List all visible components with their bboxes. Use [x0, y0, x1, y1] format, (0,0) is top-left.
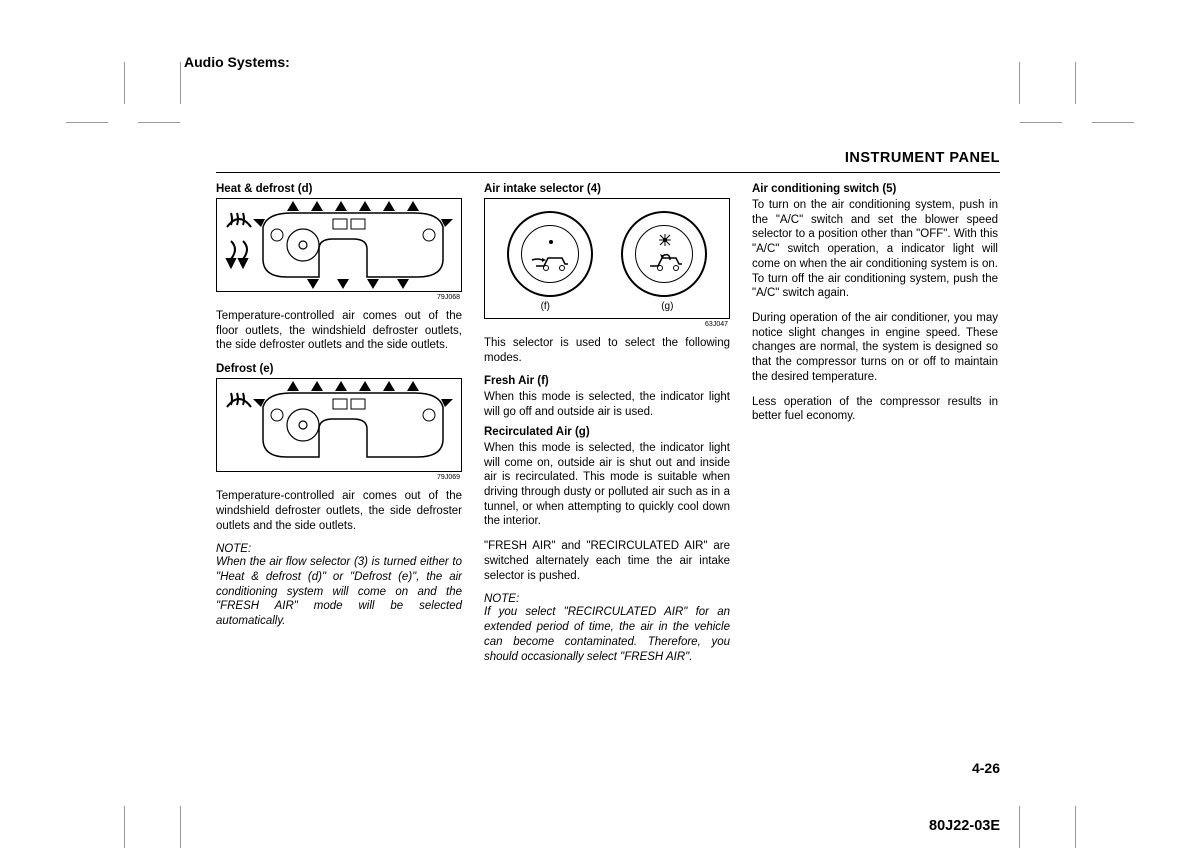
heading-air-intake: Air intake selector (4) — [484, 183, 730, 195]
column-2: Air intake selector (4) — [484, 183, 730, 664]
paragraph: When this mode is selected, the indicato… — [484, 441, 730, 529]
figure-air-intake: (f) (g) — [484, 198, 730, 319]
figure-heat-defrost — [216, 198, 462, 292]
heading-recirculated-air: Recirculated Air (g) — [484, 426, 730, 438]
note-body: When the air flow selector (3) is turned… — [216, 555, 462, 629]
dial-label-g: (g) — [661, 301, 673, 312]
note-label: NOTE: — [216, 543, 462, 555]
note-body: If you select "RECIRCULATED AIR" for an … — [484, 605, 730, 664]
figure-defrost — [216, 378, 462, 472]
document-code: 80J22-03E — [929, 818, 1000, 834]
page-number: 4-26 — [972, 760, 1000, 776]
paragraph: During operation of the air conditioner,… — [752, 311, 998, 385]
heading-defrost: Defrost (e) — [216, 363, 462, 375]
heading-ac-switch: Air conditioning switch (5) — [752, 183, 998, 195]
paragraph: Temperature-controlled air comes out of … — [216, 309, 462, 353]
figure-caption-1: 79J068 — [216, 294, 462, 301]
note-label: NOTE: — [484, 593, 730, 605]
column-3: Air conditioning switch (5) To turn on t… — [752, 183, 998, 664]
page-content: INSTRUMENT PANEL Heat & defrost (d) — [216, 150, 1000, 664]
dial-label-f: (f) — [541, 301, 550, 312]
figure-caption-2: 79J069 — [216, 474, 462, 481]
heading-heat-defrost: Heat & defrost (d) — [216, 183, 462, 195]
paragraph: To turn on the air conditioning system, … — [752, 198, 998, 301]
header-title: Audio Systems: — [184, 54, 290, 70]
dial-recirculated-air-icon — [621, 211, 707, 297]
paragraph: When this mode is selected, the indicato… — [484, 390, 730, 419]
heading-fresh-air: Fresh Air (f) — [484, 375, 730, 387]
dashboard-diagram-icon — [217, 379, 461, 471]
figure-caption-3: 63J047 — [484, 321, 730, 328]
section-title: INSTRUMENT PANEL — [216, 150, 1000, 173]
dial-fresh-air-icon — [507, 211, 593, 297]
paragraph: Temperature-controlled air comes out of … — [216, 489, 462, 533]
paragraph: Less operation of the compressor results… — [752, 395, 998, 424]
paragraph: "FRESH AIR" and "RECIRCULATED AIR" are s… — [484, 539, 730, 583]
column-1: Heat & defrost (d) — [216, 183, 462, 664]
paragraph: This selector is used to select the foll… — [484, 336, 730, 365]
dashboard-diagram-icon — [217, 199, 461, 291]
